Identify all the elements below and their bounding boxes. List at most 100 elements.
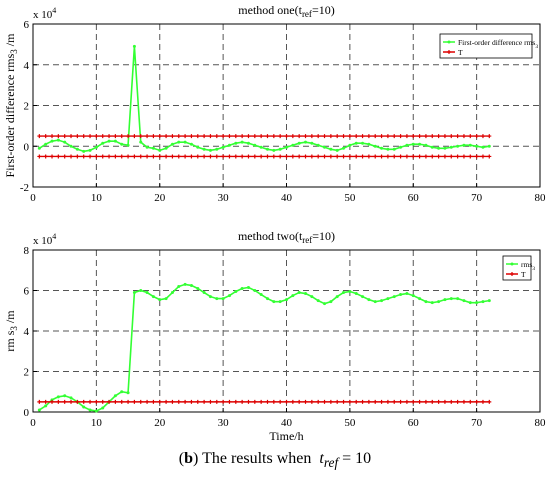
data-point	[50, 399, 55, 404]
data-point	[132, 44, 136, 48]
data-point	[81, 399, 86, 404]
data-point	[62, 134, 67, 139]
data-point	[461, 399, 466, 404]
data-point	[183, 140, 187, 144]
data-point	[271, 399, 276, 404]
data-point	[354, 154, 359, 159]
data-point	[170, 142, 174, 146]
y-tick-label: 0	[24, 141, 30, 153]
data-point	[189, 154, 194, 159]
data-point	[442, 154, 447, 159]
data-point	[75, 154, 80, 159]
data-point	[208, 399, 213, 404]
data-point	[328, 134, 333, 139]
data-point	[411, 134, 416, 139]
data-point	[126, 154, 131, 159]
data-point	[405, 143, 409, 147]
data-point	[310, 141, 314, 145]
data-point	[284, 399, 289, 404]
data-point	[398, 134, 403, 139]
legend-box	[502, 255, 532, 281]
data-point	[189, 134, 194, 139]
data-point	[227, 294, 231, 298]
caption-text: The results when	[202, 450, 312, 467]
data-point	[347, 399, 352, 404]
data-point	[246, 134, 251, 139]
data-point	[449, 399, 454, 404]
data-point	[88, 134, 93, 139]
data-point	[138, 399, 143, 404]
data-point	[246, 399, 251, 404]
data-point	[373, 134, 378, 139]
data-point	[380, 299, 384, 303]
x-tick-label: 20	[154, 192, 166, 204]
data-point	[227, 154, 232, 159]
legend-label: T	[521, 270, 526, 279]
data-point	[291, 143, 295, 147]
data-point	[208, 134, 213, 139]
data-point	[456, 144, 460, 148]
y-tick-label: 4	[24, 60, 30, 72]
data-point	[385, 399, 390, 404]
y-axis-label: First-order difference rms3 /m	[3, 33, 19, 178]
data-point	[151, 146, 155, 150]
data-point	[240, 286, 244, 290]
y-tick-label: 0	[24, 407, 30, 419]
data-point	[342, 146, 346, 150]
data-point	[107, 139, 111, 143]
data-point	[94, 409, 98, 413]
data-point	[157, 154, 162, 159]
data-point	[246, 154, 251, 159]
data-point	[259, 145, 263, 149]
data-point	[385, 154, 390, 159]
data-point	[437, 300, 441, 304]
data-point	[227, 399, 232, 404]
data-point	[360, 154, 365, 159]
data-point	[392, 295, 396, 299]
data-point	[107, 399, 112, 404]
data-point	[418, 142, 422, 146]
data-point	[221, 134, 226, 139]
data-point	[347, 134, 352, 139]
data-point	[449, 297, 453, 301]
data-point	[303, 399, 308, 404]
data-point	[227, 134, 232, 139]
data-point	[233, 154, 238, 159]
data-point	[50, 134, 55, 139]
data-point	[418, 297, 422, 301]
data-point	[132, 399, 137, 404]
data-point	[126, 399, 131, 404]
data-point	[456, 297, 460, 301]
data-point	[380, 146, 384, 150]
data-point	[132, 291, 136, 295]
data-point	[474, 134, 479, 139]
data-point	[323, 145, 327, 149]
data-point	[385, 134, 390, 139]
data-point	[183, 282, 187, 286]
data-point	[252, 154, 257, 159]
data-point	[430, 399, 435, 404]
data-point	[189, 283, 193, 287]
data-point	[398, 399, 403, 404]
legend-label: First-order difference rms3	[458, 38, 538, 50]
data-point	[240, 154, 245, 159]
data-point	[259, 293, 263, 297]
data-point	[44, 404, 48, 408]
legend-label: T	[458, 48, 463, 57]
data-point	[81, 154, 86, 159]
data-point	[50, 154, 55, 159]
data-point	[297, 134, 302, 139]
data-point	[176, 154, 181, 159]
data-point	[335, 134, 340, 139]
data-point	[436, 134, 441, 139]
data-point	[354, 134, 359, 139]
y-tick-label: 6	[24, 286, 30, 298]
data-point	[341, 154, 346, 159]
data-point	[442, 399, 447, 404]
data-point	[56, 134, 61, 139]
data-point	[265, 147, 269, 151]
data-point	[399, 145, 403, 149]
data-point	[139, 140, 143, 144]
data-point	[62, 399, 67, 404]
data-point	[322, 399, 327, 404]
